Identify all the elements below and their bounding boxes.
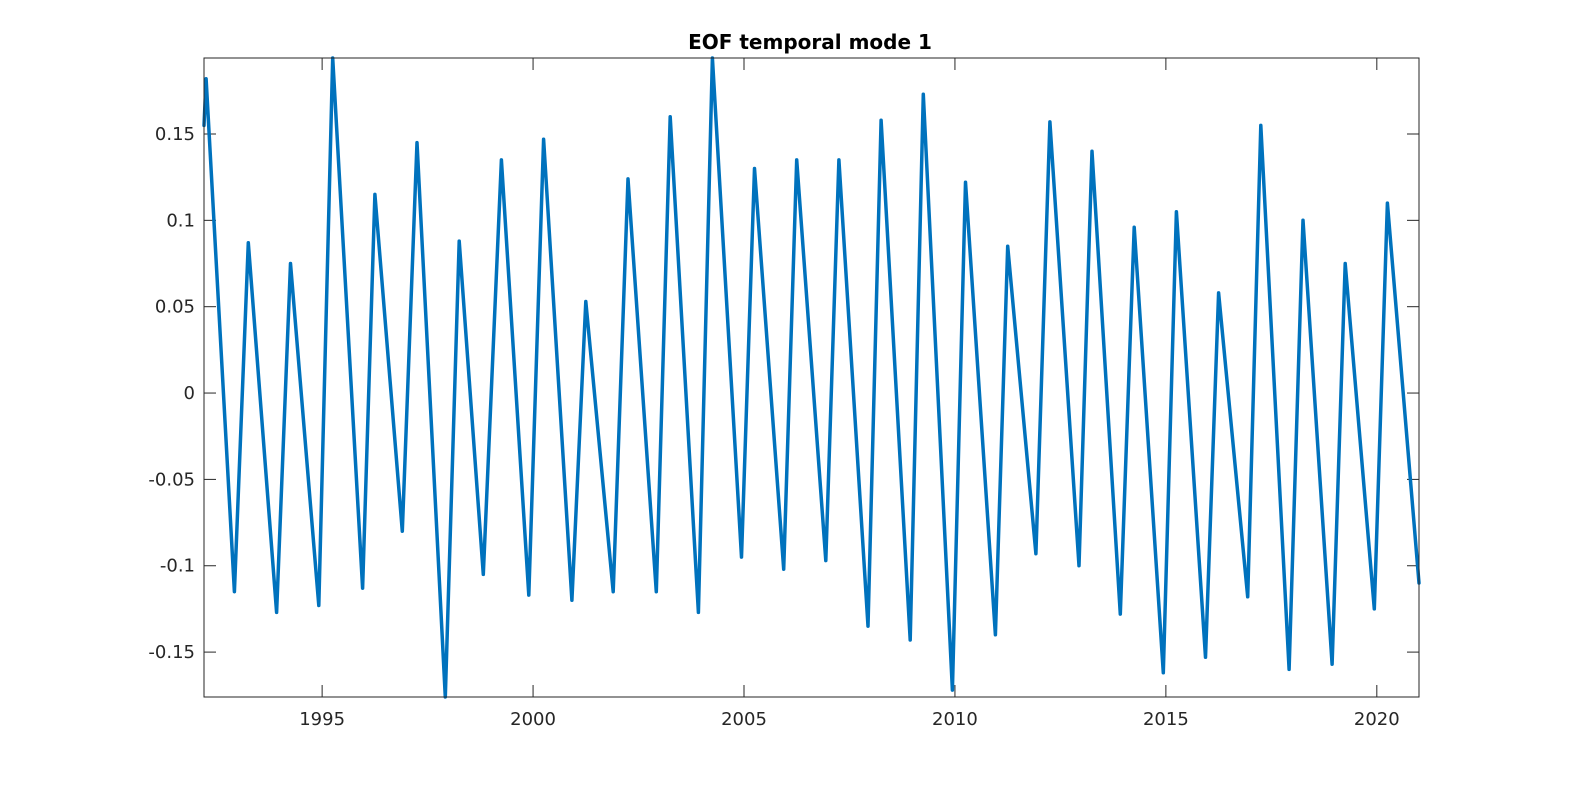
x-tick-label: 2005 xyxy=(721,709,767,730)
x-tick-label: 2015 xyxy=(1143,709,1189,730)
series-line xyxy=(202,56,1421,699)
y-tick-label: 0.05 xyxy=(155,297,195,318)
x-tick-label: 2010 xyxy=(932,709,978,730)
chart-title: EOF temporal mode 1 xyxy=(688,30,932,54)
y-tick-label: 0.15 xyxy=(155,124,195,145)
y-tick-label: -0.1 xyxy=(160,556,195,577)
axis-tick-labels: 1995 2000 2005 2010 2015 2020 -0.15 -0.1 -0.05 0 0… xyxy=(148,124,1399,730)
axes-box xyxy=(203,57,1420,698)
x-tick-label: 2000 xyxy=(510,709,556,730)
y-tick-label: -0.15 xyxy=(148,642,195,663)
plot-axes: 1995 2000 2005 2010 2015 2020 -0.15 -0.1 -0.05 0 0… xyxy=(148,56,1421,730)
x-tick-label: 1995 xyxy=(299,709,345,730)
x-tick-label: 2020 xyxy=(1354,709,1400,730)
y-tick-label: 0.1 xyxy=(166,210,195,231)
y-tick-label: -0.05 xyxy=(148,469,195,490)
y-tick-label: 0 xyxy=(184,383,195,404)
